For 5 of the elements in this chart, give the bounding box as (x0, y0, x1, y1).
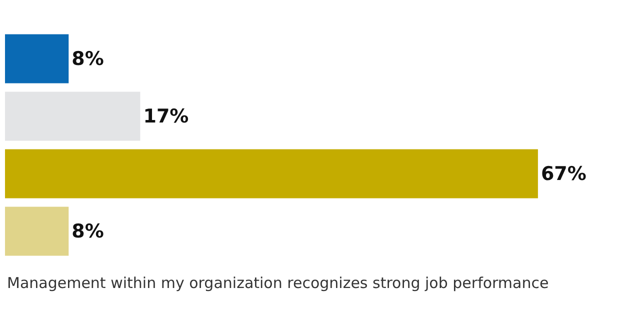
data-label: 67% (540, 162, 586, 185)
data-label: 17% (143, 105, 189, 128)
data-label: 8% (72, 220, 104, 242)
x-axis-title: Management within my organization recognizes strong job performance (7, 274, 549, 292)
data-label: 8% (72, 48, 104, 70)
